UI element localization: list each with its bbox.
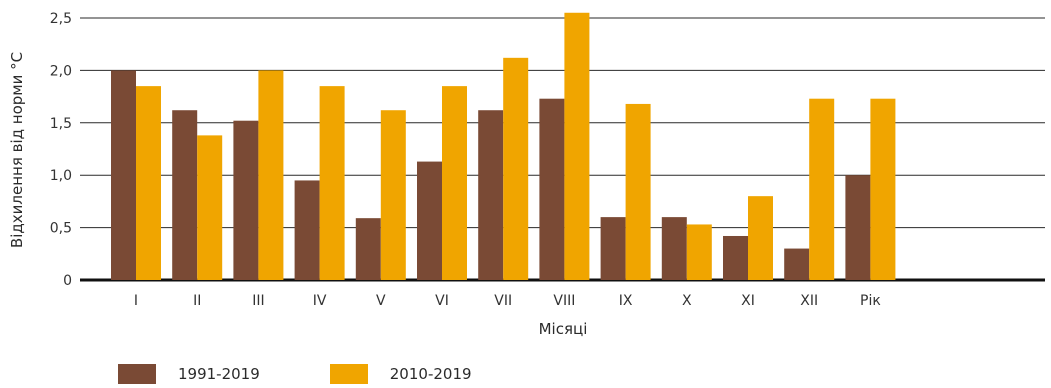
y-tick-label: 0,5 bbox=[50, 221, 72, 237]
legend-label: 2010-2019 bbox=[389, 365, 472, 383]
bar-2010-2019-XII bbox=[809, 98, 835, 280]
y-tick-label: 1,5 bbox=[50, 116, 72, 132]
legend-swatch bbox=[118, 364, 156, 384]
x-tick-label: II bbox=[193, 293, 201, 309]
x-tick-label: IX bbox=[619, 293, 633, 309]
x-tick-label: X bbox=[682, 293, 692, 309]
bar-2010-2019-X bbox=[686, 224, 712, 280]
y-tick-label: 2,5 bbox=[50, 11, 72, 27]
bar-1991-2019-VI bbox=[417, 161, 442, 280]
y-tick-label: 2,0 bbox=[50, 63, 72, 79]
y-tick-labels: 0 0,5 1,0 1,5 2,0 2,5 bbox=[50, 11, 72, 289]
bar-2010-2019-II bbox=[197, 135, 223, 280]
x-tick-label: XI bbox=[741, 293, 755, 309]
bar-2010-2019-XI bbox=[748, 196, 773, 280]
bar-1991-2019-IV bbox=[294, 180, 320, 280]
x-tick-labels: I II III IV V VI VII VIII IX X XI XII Рік bbox=[134, 293, 881, 309]
legend-item-2010-2019: 2010-2019 bbox=[329, 364, 472, 384]
legend-item-1991-2019: 1991-2019 bbox=[118, 364, 260, 384]
bar-1991-2019-VII bbox=[478, 110, 504, 280]
x-tick-label: VI bbox=[435, 293, 449, 309]
bar-1991-2019-I bbox=[111, 70, 136, 281]
bar-2010-2019-Рік bbox=[870, 98, 896, 280]
bar-1991-2019-III bbox=[233, 120, 259, 280]
bar-1991-2019-XII bbox=[784, 248, 810, 280]
legend-label: 1991-2019 bbox=[178, 365, 260, 383]
x-tick-label: IV bbox=[313, 293, 327, 309]
y-axis-label: Відхилення від норми °С bbox=[8, 52, 26, 248]
bar-2010-2019-VI bbox=[442, 86, 467, 281]
x-tick-label: V bbox=[376, 293, 386, 309]
legend-swatch bbox=[329, 364, 368, 384]
bar-1991-2019-X bbox=[661, 217, 687, 280]
y-tick-label: 0 bbox=[63, 273, 72, 289]
bar-2010-2019-IX bbox=[625, 103, 651, 280]
bar-chart: I II III IV V VI VII VIII IX X XI XII Рік 00,51,01,5… bbox=[8, 11, 1045, 338]
bar-1991-2019-II bbox=[172, 110, 198, 280]
legend: 1991-2019 2010-2019 bbox=[118, 364, 542, 384]
bar-2010-2019-V bbox=[380, 110, 406, 280]
x-axis-label: Місяці bbox=[539, 320, 588, 338]
bar-1991-2019-VIII bbox=[539, 98, 565, 280]
bar-1991-2019-V bbox=[355, 218, 381, 280]
bar-1991-2019-XI bbox=[723, 235, 748, 280]
bar-2010-2019-VIII bbox=[564, 12, 590, 280]
x-tick-label: Рік bbox=[860, 293, 881, 309]
x-tick-label: III bbox=[252, 293, 264, 309]
bar-2010-2019-VII bbox=[503, 57, 529, 280]
bar-2010-2019-I bbox=[136, 86, 161, 281]
bar-1991-2019-Рік bbox=[845, 175, 871, 280]
x-tick-label: XII bbox=[800, 293, 818, 309]
bar-1991-2019-IX bbox=[600, 217, 626, 280]
y-tick-label: 1,0 bbox=[50, 168, 72, 184]
bars bbox=[111, 12, 896, 281]
bar-2010-2019-III bbox=[258, 70, 284, 281]
x-tick-label: VIII bbox=[553, 293, 575, 309]
bar-2010-2019-IV bbox=[319, 86, 345, 281]
x-tick-label: I bbox=[134, 293, 138, 309]
x-tick-label: VII bbox=[494, 293, 512, 309]
